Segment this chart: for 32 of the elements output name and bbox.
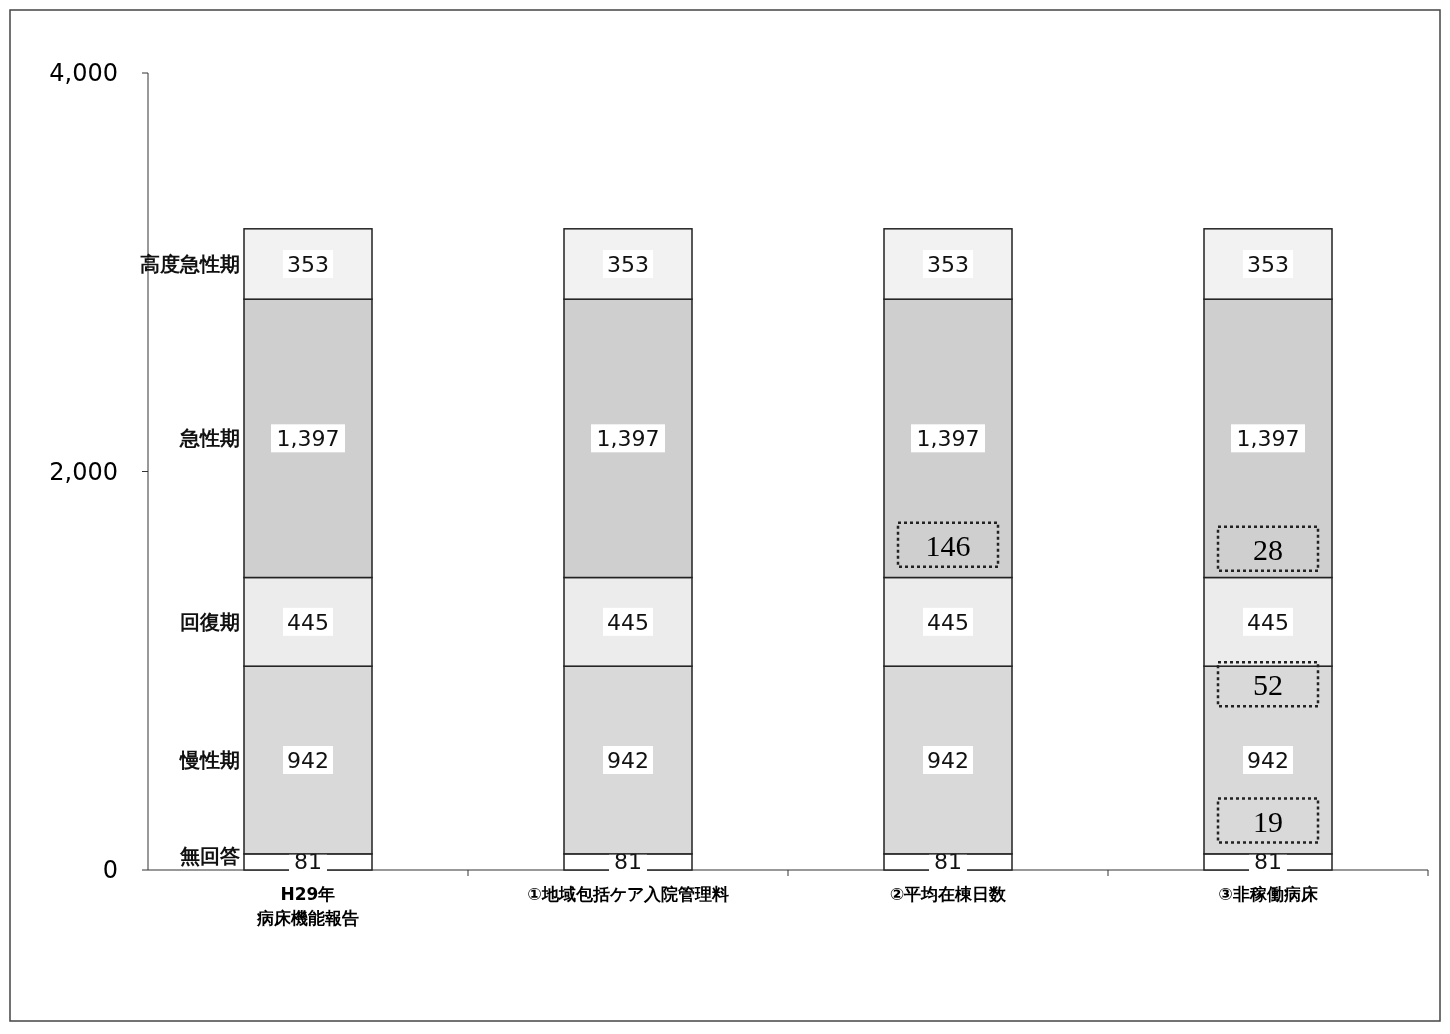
series-label: 回復期 xyxy=(180,609,240,634)
x-tick-label: ①地域包括ケア入院管理料 xyxy=(527,884,729,904)
y-tick-label: 2,000 xyxy=(49,457,118,486)
data-label: 353 xyxy=(607,251,649,277)
x-tick-label: ②平均在棟日数 xyxy=(889,884,1008,904)
data-label: 1,397 xyxy=(276,426,340,452)
data-label: 445 xyxy=(927,609,969,635)
series-label: 高度急性期 xyxy=(140,251,240,276)
data-label: 353 xyxy=(927,251,969,277)
data-label: 942 xyxy=(1247,748,1289,774)
y-tick-label: 4,000 xyxy=(49,59,118,87)
series-label: 無回答 xyxy=(179,844,240,868)
data-label: 445 xyxy=(287,609,329,635)
data-label: 942 xyxy=(607,748,649,774)
data-label: 353 xyxy=(287,251,329,277)
data-label: 353 xyxy=(1247,251,1289,277)
annotation: 146 xyxy=(925,528,971,562)
data-label: 942 xyxy=(927,748,969,774)
annotation: 19 xyxy=(1253,804,1283,838)
x-tick-label: ③非稼働病床 xyxy=(1218,884,1319,904)
annotation: 52 xyxy=(1253,668,1283,702)
annotation: 28 xyxy=(1253,532,1283,566)
data-label: 942 xyxy=(287,748,329,774)
series-label: 慢性期 xyxy=(179,748,240,773)
data-label: 1,397 xyxy=(916,426,980,452)
data-label: 1,397 xyxy=(1236,426,1300,452)
data-label: 445 xyxy=(607,609,649,635)
series-label: 急性期 xyxy=(179,426,240,451)
y-tick-label: 0 xyxy=(102,856,118,884)
data-label: 1,397 xyxy=(596,426,660,452)
data-label: 445 xyxy=(1247,609,1289,635)
x-tick-label: H29年病床機能報告 xyxy=(256,884,359,928)
